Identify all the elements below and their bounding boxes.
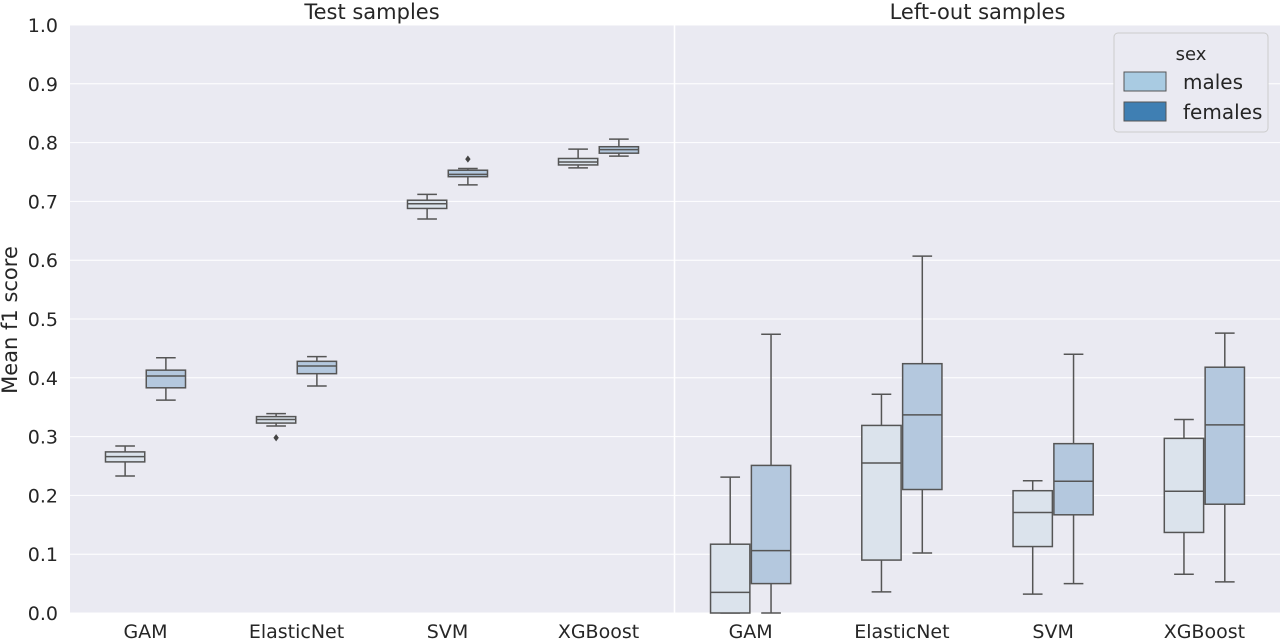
box-females-xgboost <box>1204 332 1246 583</box>
box-males-svm <box>406 193 448 220</box>
box-females-svm <box>1053 353 1094 585</box>
y-tick-label: 0.3 <box>28 427 58 449</box>
outlier-point <box>465 155 471 163</box>
box-females-xgboost <box>598 138 640 157</box>
y-axis: 0.0 0.1 0.2 0.3 0.4 0.5 0.6 0.7 0.8 0.9 1.0 <box>28 15 58 625</box>
box-males-gam <box>104 445 146 477</box>
legend-swatch-males <box>1123 71 1167 92</box>
panel-title: Test samples <box>303 0 439 24</box>
y-tick-label: 0.0 <box>28 603 58 625</box>
x-tick-label: SVM <box>427 621 468 641</box>
box-iqr <box>1053 442 1094 516</box>
box-males-elasticnet <box>255 412 297 442</box>
box-iqr <box>1012 489 1054 548</box>
box-males-gam <box>709 476 751 614</box>
box-iqr <box>296 360 338 375</box>
y-tick-label: 0.6 <box>28 250 58 272</box>
box-iqr <box>1204 366 1246 505</box>
y-tick-label: 0.8 <box>28 133 58 155</box>
legend-title: sex <box>1176 44 1207 65</box>
box-iqr <box>1163 437 1205 534</box>
x-tick-label: XGBoost <box>558 621 639 641</box>
y-axis-label: Mean f1 score <box>0 246 22 394</box>
x-tick-label: GAM <box>729 621 773 641</box>
panel-title: Left-out samples <box>890 0 1066 24</box>
legend: sex males females <box>1113 32 1269 133</box>
box-iqr <box>709 543 751 614</box>
y-tick-label: 0.5 <box>28 309 58 331</box>
box-iqr <box>750 464 792 585</box>
x-tick-label: ElasticNet <box>854 621 949 641</box>
box-females-gam <box>750 333 792 614</box>
y-tick-label: 0.2 <box>28 485 58 507</box>
y-tick-label: 0.1 <box>28 544 58 566</box>
x-tick-label: SVM <box>1032 621 1073 641</box>
x-tick-label: GAM <box>123 621 167 641</box>
x-tick-label: XGBoost <box>1164 621 1245 641</box>
y-tick-label: 0.7 <box>28 191 58 213</box>
box-iqr <box>447 169 489 178</box>
legend-label-males: males <box>1183 70 1243 94</box>
y-tick-label: 0.4 <box>28 368 58 390</box>
legend-swatch-females <box>1123 101 1167 122</box>
legend-label-females: females <box>1183 100 1262 124</box>
box-males-elasticnet <box>861 393 902 593</box>
panel-test-samples: GAM ElasticNet SVM XGBoost Test samples <box>70 0 674 641</box>
outlier-point <box>273 434 279 442</box>
box-males-svm <box>1012 479 1054 595</box>
box-iqr <box>861 424 902 561</box>
box-females-elasticnet <box>901 255 943 554</box>
box-females-svm <box>447 155 489 186</box>
x-tick-label: ElasticNet <box>249 621 344 641</box>
y-tick-label: 0.9 <box>28 74 58 96</box>
box-iqr <box>901 362 943 491</box>
y-tick-label: 1.0 <box>28 15 58 37</box>
box-iqr <box>145 369 187 389</box>
box-females-gam <box>145 357 187 401</box>
box-males-xgboost <box>1163 418 1205 575</box>
box-females-elasticnet <box>296 355 338 387</box>
box-males-xgboost <box>557 148 599 169</box>
